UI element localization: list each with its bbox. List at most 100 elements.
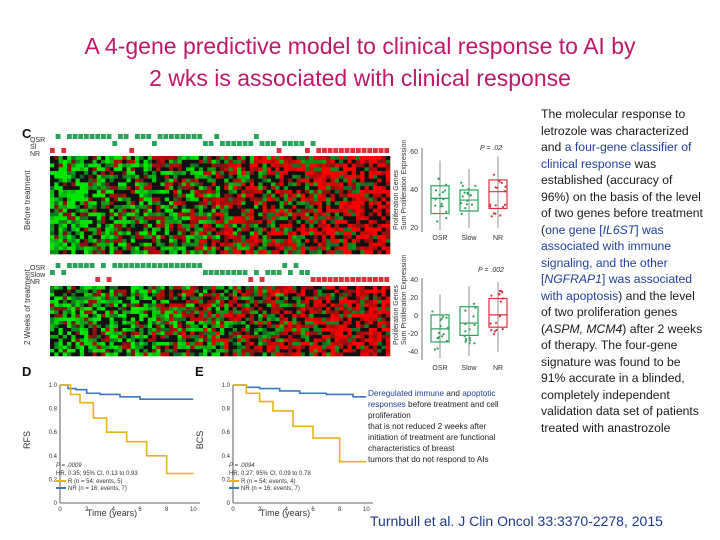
heatmap-cell (207, 342, 212, 346)
heatmap-cell (58, 289, 64, 294)
km-ytick: 0.8 (49, 407, 58, 413)
box-point (445, 340, 449, 343)
heatmap-cell (113, 231, 119, 236)
header-cell (89, 263, 95, 268)
heatmap-cell (254, 314, 259, 318)
heatmap-cell (109, 212, 115, 217)
heatmap-cell (96, 345, 102, 350)
heatmap-cell (118, 286, 123, 290)
heatmap-cell (220, 286, 225, 290)
heatmap-cell (156, 167, 161, 172)
heatmap-cell (347, 208, 353, 213)
heatmap-cell (105, 331, 110, 336)
heatmap-cell (385, 223, 391, 228)
heatmap-cell (360, 352, 365, 357)
heatmap-cell (360, 310, 365, 315)
heatmap-cell (343, 331, 348, 336)
heatmap-cell (292, 201, 297, 206)
heatmap-cell (343, 182, 348, 187)
header-cell (254, 134, 259, 139)
heatmap-cell (92, 212, 98, 217)
heatmap-cell (292, 205, 297, 210)
heatmap-cell (245, 303, 251, 308)
heatmap-cell (75, 307, 81, 311)
heatmap-cell (203, 310, 208, 315)
heatmap-cell (266, 345, 272, 350)
heatmap-cell (194, 163, 200, 168)
heatmap-cell (181, 167, 187, 172)
heatmap-cell (224, 238, 229, 243)
heatmap-cell (84, 238, 89, 243)
heatmap-cell (279, 293, 285, 297)
heatmap-cell (207, 171, 212, 176)
heatmap-cell (152, 167, 157, 172)
heatmap-cell (79, 242, 85, 247)
heatmap-cell (347, 246, 353, 251)
heatmap-cell (241, 331, 246, 336)
heatmap-cell (326, 156, 331, 161)
heatmap-cell (135, 223, 140, 228)
heatmap-cell (377, 335, 382, 339)
heatmap-cell (147, 159, 153, 164)
heatmap-cell (275, 246, 280, 251)
header-cell (259, 277, 265, 282)
heatmap-cell (198, 345, 204, 350)
heatmap-cell (326, 338, 331, 343)
heatmap-cell (364, 156, 370, 161)
heatmap-cell (377, 317, 382, 322)
heatmap-cell (232, 293, 238, 297)
heatmap-cell (71, 331, 76, 336)
heatmap-cell (283, 178, 289, 183)
heatmap-cell (71, 289, 76, 294)
heatmap-cell (84, 227, 89, 232)
heatmap-cell (88, 171, 93, 176)
heatmap-cell (177, 335, 183, 339)
heatmap-cell (62, 174, 68, 179)
heatmap-cell (181, 246, 187, 251)
heatmap-cell (186, 205, 191, 210)
heatmap-cell (322, 182, 327, 187)
heatmap-cell (139, 349, 144, 353)
heatmap-cell (334, 235, 340, 240)
heatmap-cell (271, 246, 276, 251)
heatmap-cell (266, 317, 272, 322)
heatmap-cell (177, 286, 183, 290)
heatmap-cell (266, 205, 272, 210)
heatmap-cell (58, 317, 64, 322)
heatmap-cell (300, 317, 306, 322)
heatmap-cell (373, 227, 378, 232)
heatmap-cell (283, 338, 289, 343)
heatmap-cell (356, 352, 361, 357)
heatmap-cell (71, 321, 76, 325)
heatmap-cell (190, 182, 195, 187)
km-ytick: 0 (54, 501, 58, 507)
row-label-slow: Sl (30, 144, 37, 151)
heatmap-cell (160, 303, 166, 308)
heatmap-cell (88, 328, 93, 332)
box-point (474, 306, 477, 309)
heatmap-cell (381, 178, 387, 183)
heatmap-cell (164, 321, 170, 325)
heatmap-cell (339, 303, 344, 308)
heatmap-cell (377, 300, 382, 304)
heatmap-cell (266, 246, 272, 251)
heatmap-cell (186, 331, 191, 336)
heatmap-cell (360, 300, 365, 304)
heatmap-cell (71, 342, 76, 346)
heatmap-cell (292, 238, 297, 243)
heatmap-cell (152, 338, 157, 343)
heatmap-cell (58, 303, 64, 308)
heatmap-cell (381, 250, 387, 255)
heatmap-cell (385, 156, 391, 161)
heatmap-cell (101, 328, 106, 332)
header-cell (242, 141, 248, 146)
heatmap-cell (373, 331, 378, 336)
heatmap-cell (373, 178, 378, 183)
heatmap-cell (322, 303, 327, 308)
heatmap-cell (198, 231, 204, 236)
heatmap-cell (71, 296, 76, 301)
heatmap-cell (296, 208, 302, 213)
heatmap-cell (305, 345, 310, 350)
heatmap-cell (181, 227, 187, 232)
heatmap-cell (368, 328, 374, 332)
